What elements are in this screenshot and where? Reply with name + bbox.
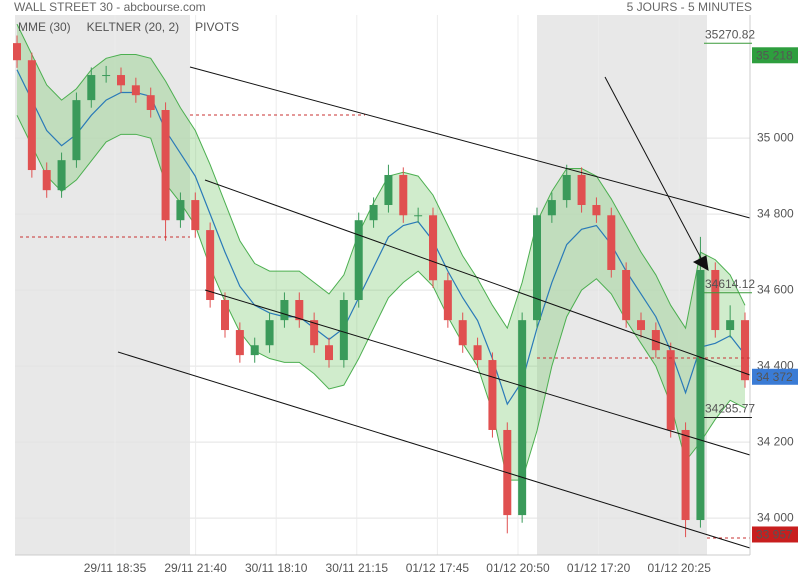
session-shade [15, 15, 190, 555]
trend-lines [117, 66, 751, 549]
candle-body [146, 95, 155, 111]
session-shade [537, 15, 707, 555]
trend-line [117, 351, 751, 549]
candle-body [711, 269, 720, 331]
candle-body [488, 360, 497, 430]
candle-body [27, 60, 36, 171]
x-tick-label: 01/12 20:25 [647, 561, 711, 575]
candle-body [429, 215, 437, 281]
legend-entry: MME (30) [18, 20, 71, 34]
keltner-line [16, 23, 746, 330]
candle-body [339, 300, 348, 361]
candle-body [354, 220, 363, 301]
price-tag-label: 33 957 [756, 528, 793, 542]
candle-body [473, 345, 482, 361]
candle-body [533, 215, 541, 321]
candle-body [250, 345, 259, 356]
arrow-line [604, 76, 703, 261]
candle-body [310, 320, 319, 346]
candle-body [741, 320, 749, 381]
candle-body [666, 350, 675, 430]
chart-title: WALL STREET 30 - abcbourse.com [14, 0, 206, 14]
candle-body [518, 320, 527, 516]
price-tag [752, 368, 798, 385]
candle-body [206, 230, 215, 301]
price-tag [752, 526, 798, 543]
trend-line [204, 289, 751, 456]
annotation-label: 34285.77 [705, 402, 755, 416]
y-tick-label: 34 000 [757, 510, 794, 524]
candle-body [651, 330, 660, 351]
candle-body [102, 75, 111, 77]
price-tag-label: 34 372 [756, 370, 793, 384]
candle-body [265, 320, 274, 346]
trend-line [189, 66, 751, 219]
candle-body [696, 269, 705, 521]
candle-body [176, 200, 185, 221]
candle-body [637, 320, 645, 331]
candle-body [562, 174, 571, 201]
chart-subtitle: 5 JOURS - 5 MINUTES [627, 0, 752, 14]
candle-body [191, 200, 200, 231]
candle-body [458, 320, 467, 346]
candle-body [57, 160, 66, 191]
y-tick-label: 34 800 [757, 206, 794, 220]
candle-body [235, 330, 244, 356]
candle-body [399, 174, 408, 216]
legend-entry: KELTNER (20, 2) [87, 20, 179, 34]
y-tick-label: 35 000 [757, 130, 794, 144]
candle-body [131, 85, 140, 96]
y-tick-label: 34 200 [757, 434, 794, 448]
price-tag [752, 47, 798, 64]
candle-body [607, 215, 616, 270]
candle-body [221, 300, 229, 331]
candle-body [13, 43, 21, 61]
candle-body [577, 174, 586, 206]
arrow-head [692, 255, 709, 271]
x-tick-label: 01/12 17:20 [567, 561, 631, 575]
candle-body [369, 205, 378, 221]
candle-body [161, 110, 170, 221]
x-tick-label: 01/12 17:45 [406, 561, 470, 575]
candle-body [414, 215, 423, 217]
price-tag-label: 35 218 [756, 48, 793, 62]
candle-body [72, 100, 81, 161]
candle-body [547, 200, 556, 216]
candle-body [384, 174, 393, 206]
candle-body [42, 170, 51, 191]
candle-body [117, 75, 125, 86]
candle-body [295, 300, 304, 321]
x-tick-label: 30/11 18:10 [245, 561, 308, 575]
candle-body [443, 280, 452, 321]
x-tick-label: 30/11 21:15 [326, 561, 389, 575]
candle-body [592, 205, 601, 216]
annotation-label: 35270.82 [705, 27, 755, 41]
x-tick-label: 29/11 18:35 [84, 561, 147, 575]
candle-body [280, 300, 289, 321]
legend-entry: PIVOTS [195, 20, 239, 34]
candle-body [726, 320, 735, 331]
trend-line [204, 179, 751, 376]
candle-body [325, 345, 333, 361]
pivot-lines [20, 114, 750, 539]
candle-body [681, 429, 690, 521]
annotation-label: 34614.12 [705, 277, 755, 291]
candle-body [87, 75, 96, 101]
x-tick-label: 01/12 20:50 [486, 561, 550, 575]
y-tick-label: 34 600 [757, 282, 794, 296]
candle-body [622, 269, 631, 321]
x-tick-label: 29/11 21:40 [164, 561, 227, 575]
